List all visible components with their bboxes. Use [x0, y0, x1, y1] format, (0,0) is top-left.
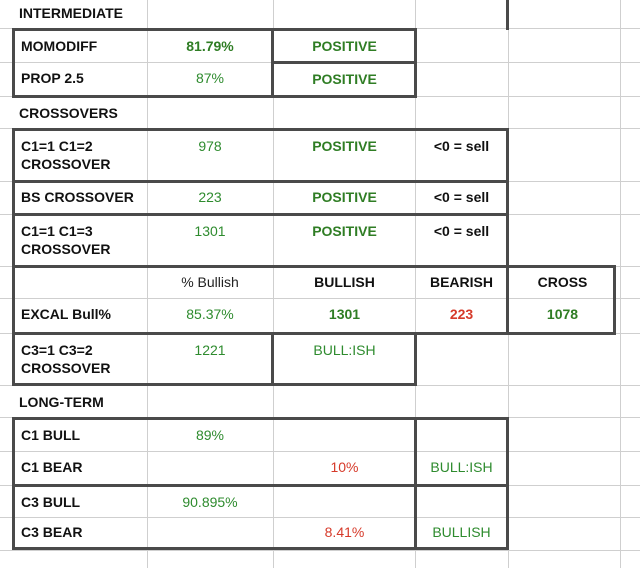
c3bull-label: C3 BULL: [21, 494, 81, 510]
c1-status-box: [414, 417, 509, 487]
grid-row-line: [0, 550, 640, 551]
momodiff-label: MOMODIFF: [21, 38, 98, 54]
c3c2-status: BULL:ISH: [313, 342, 376, 358]
bs-label: BS CROSSOVER: [21, 189, 134, 205]
momodiff-status: POSITIVE: [312, 38, 377, 54]
c3bull-value: 90.895%: [182, 494, 238, 510]
excal-header-cross: CROSS: [537, 274, 588, 290]
c3-status-box: [414, 484, 509, 550]
c1c2-status: POSITIVE: [312, 138, 377, 154]
c1bear-label: C1 BEAR: [21, 459, 83, 475]
bs-status: POSITIVE: [312, 189, 377, 205]
c1c3-value: 1301: [194, 223, 226, 239]
c3bear-label: C3 BEAR: [21, 524, 83, 540]
c1c2-label: C1=1 C1=2 CROSSOVER: [21, 138, 111, 172]
prop-value: 87%: [195, 70, 225, 86]
excal-header-bullish: BULLISH: [314, 274, 375, 290]
border-line: [506, 0, 509, 30]
c1bull-label: C1 BULL: [21, 427, 81, 443]
border-line: [506, 266, 509, 333]
excal-bearish: 223: [449, 306, 474, 322]
c3c2-label: C3=1 C3=2 CROSSOVER: [21, 342, 111, 376]
excal-header-bearish: BEARISH: [429, 274, 493, 290]
bs-note: <0 = sell: [433, 189, 490, 205]
grid-row-line: [0, 451, 640, 452]
momodiff-value: 81.79%: [186, 38, 234, 54]
c3c2-status-box: [271, 332, 417, 386]
grid-column-line: [147, 0, 148, 568]
excal-cross: 1078: [546, 306, 579, 322]
excal-bullish: 1301: [328, 306, 361, 322]
c1c3-note: <0 = sell: [433, 223, 490, 239]
grid-column-line: [273, 0, 274, 568]
grid-column-line: [620, 0, 621, 568]
prop-label: PROP 2.5: [21, 70, 84, 86]
grid-column-line: [415, 0, 416, 568]
c1c2-note: <0 = sell: [433, 138, 490, 154]
c1bear-value: 10%: [330, 459, 359, 475]
c1c2-value: 978: [198, 138, 222, 154]
c3bear-status: BULLISH: [432, 524, 491, 540]
excal-header-pct: % Bullish: [181, 274, 239, 290]
prop-status-box: [271, 61, 417, 98]
c1bull-value: 89%: [195, 427, 225, 443]
bs-value: 223: [198, 189, 222, 205]
c1c3-label: C1=1 C1=3 CROSSOVER: [21, 223, 111, 257]
grid-row-line: [0, 517, 640, 518]
grid-row-line: [0, 298, 640, 299]
c3c2-value: 1221: [194, 342, 226, 358]
c1c3-status: POSITIVE: [312, 223, 377, 239]
section-long-term: LONG-TERM: [19, 394, 104, 410]
c3bear-value: 8.41%: [324, 524, 365, 540]
section-crossovers: CROSSOVERS: [19, 105, 118, 121]
c1bear-status: BULL:ISH: [430, 459, 493, 475]
excal-pct: 85.37%: [186, 306, 234, 322]
prop-status: POSITIVE: [312, 71, 377, 87]
section-intermediate: INTERMEDIATE: [19, 5, 123, 21]
excal-label: EXCAL Bull%: [21, 306, 111, 322]
